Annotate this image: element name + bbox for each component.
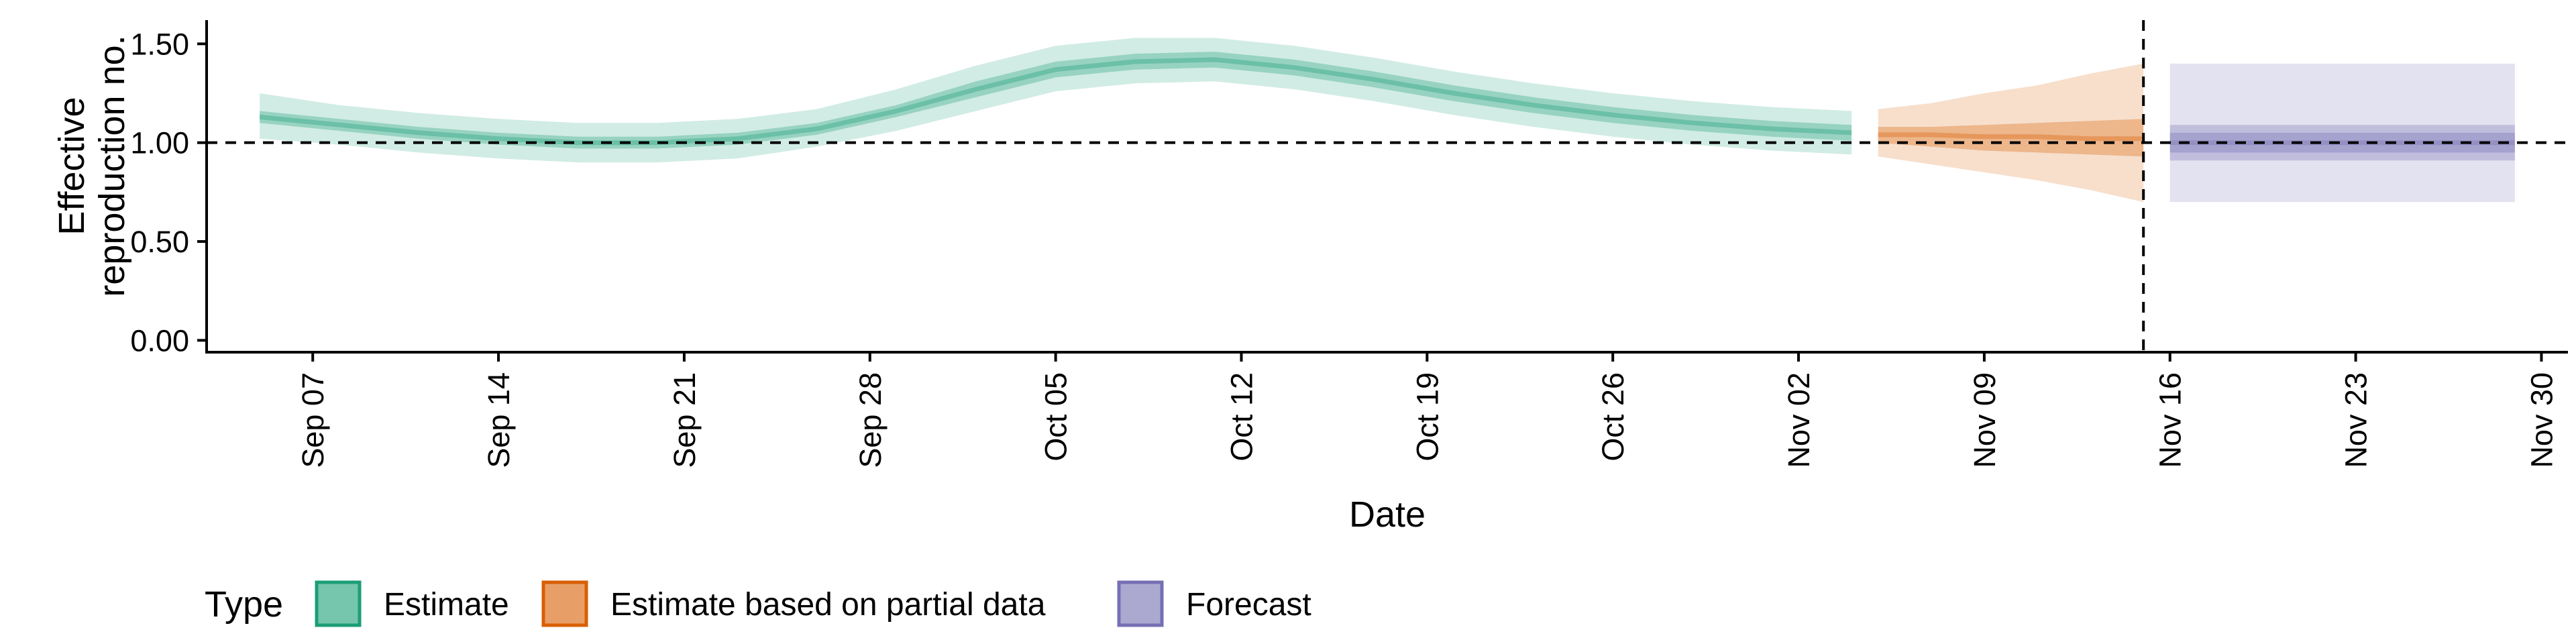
x-tick-label: Nov 09: [1968, 372, 2002, 468]
legend: Type Estimate Estimate based on partial da…: [205, 580, 1311, 627]
series-estimate: [259, 38, 1852, 163]
x-tick-label: Nov 16: [2153, 372, 2188, 468]
x-tick-label: Nov 23: [2339, 372, 2373, 468]
estimate-band-90: [260, 38, 1852, 163]
forecast-band-90: [2169, 63, 2515, 203]
axes: 0.00 0.50 1.00 1.50 Sep 07 Sep 14 Sep 21 Sep 28…: [130, 20, 2568, 468]
y-axis-title-part: Effective: [52, 97, 92, 235]
x-tick-label: Sep 14: [482, 372, 516, 468]
forecast-band-50: [2169, 125, 2515, 161]
forecast-band-20: [2169, 132, 2515, 153]
legend-label-forecast: Forecast: [1186, 587, 1311, 623]
y-tick-label: 1.00: [130, 126, 189, 160]
estimate-based-on-partial-data-band-50: [1878, 119, 2144, 157]
x-tick-label: Sep 21: [667, 372, 702, 468]
plot-bands: [259, 38, 2515, 203]
legend-label-estimate-based-on-partial-data: Estimate based on partial data: [610, 587, 1046, 623]
series-forecast: [2169, 63, 2515, 203]
x-tick-label: Oct 19: [1410, 372, 1444, 462]
x-axis-title: Date: [1349, 494, 1426, 535]
legend-key-estimate: [315, 580, 362, 627]
y-axis-title-line: Effectivereproduction no.: [52, 35, 132, 297]
y-tick-label: 0.50: [130, 225, 189, 259]
legend-key-estimate-based-on-partial-data: [541, 580, 588, 627]
x-tick-label: Nov 02: [1782, 372, 1816, 468]
y-tick-label: 0.00: [130, 323, 189, 358]
estimate-median-line: [259, 57, 1852, 146]
legend-label-estimate: Estimate: [384, 587, 509, 623]
estimate-based-on-partial-data-median-line: [1878, 132, 2144, 142]
y-axis-title: Effectivereproduction no.: [52, 35, 132, 297]
series-estimate-based-on-partial-data: [1878, 63, 2144, 203]
x-tick-label: Oct 05: [1039, 372, 1073, 462]
legend-title: Type: [205, 584, 283, 625]
x-tick-label: Sep 28: [853, 372, 888, 468]
x-tick-label: Nov 30: [2524, 372, 2559, 468]
y-axis-title-part: reproduction no.: [92, 35, 132, 297]
estimate-band-50: [260, 52, 1852, 149]
legend-key-forecast: [1117, 580, 1164, 627]
x-tick-label: Oct 12: [1224, 372, 1258, 462]
estimate-based-on-partial-data-band-90: [1878, 63, 2144, 203]
y-tick-label: 1.50: [130, 27, 189, 61]
x-tick-label: Oct 26: [1596, 372, 1630, 462]
x-tick-label: Sep 07: [296, 372, 330, 468]
